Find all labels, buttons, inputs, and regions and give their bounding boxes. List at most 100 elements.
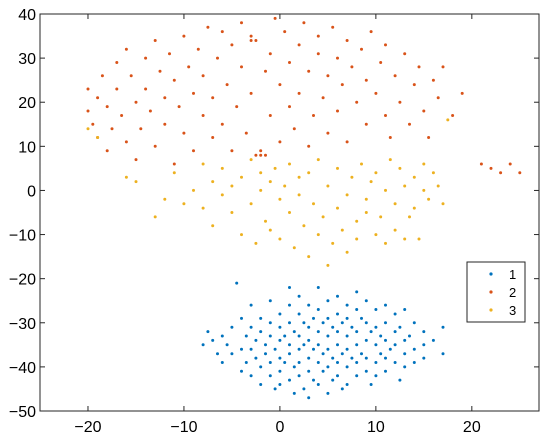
series-1-point xyxy=(388,347,392,351)
series-3-point xyxy=(360,162,363,166)
series-1-point xyxy=(384,321,387,325)
series-1-point xyxy=(268,361,272,364)
series-2 xyxy=(86,16,522,175)
legend-marker-1 xyxy=(489,272,493,276)
series-1-point xyxy=(230,325,234,329)
series-1-point xyxy=(316,330,320,334)
legend-marker-3 xyxy=(489,308,493,312)
series-2-point xyxy=(384,114,387,117)
series-2-point xyxy=(115,87,119,91)
y-tick-label: −40 xyxy=(9,360,36,377)
axes-box xyxy=(39,13,540,412)
series-group xyxy=(86,16,522,400)
series-1-point xyxy=(355,343,359,347)
series-1-point xyxy=(355,374,359,378)
series-2-point xyxy=(134,158,138,162)
series-1-point xyxy=(206,330,210,334)
series-3-point xyxy=(446,118,450,122)
series-3-point xyxy=(374,171,378,175)
y-tick-label: 40 xyxy=(18,7,36,24)
series-1-point xyxy=(278,338,282,342)
series-3-point xyxy=(292,246,296,250)
series-1-point xyxy=(254,338,258,342)
series-2-point xyxy=(321,96,325,100)
series-1-point xyxy=(283,334,287,338)
series-1-point xyxy=(379,334,383,338)
series-3-point xyxy=(412,175,416,179)
y-tick-label: −30 xyxy=(9,316,36,333)
series-3-point xyxy=(355,219,359,223)
series-1-point xyxy=(364,338,368,342)
series-1-point xyxy=(355,330,359,334)
series-1-point xyxy=(220,361,224,364)
series-1-point xyxy=(326,347,330,351)
series-2-point xyxy=(278,140,282,144)
series-1-point xyxy=(288,286,291,289)
series-2-point xyxy=(364,122,368,126)
series-3-point xyxy=(96,136,100,139)
series-2-point xyxy=(489,166,493,170)
series-1-point xyxy=(302,321,306,325)
series-1-point xyxy=(336,330,339,334)
series-1-point xyxy=(249,303,253,307)
series-2-point xyxy=(297,91,301,95)
series-2-point xyxy=(268,114,272,117)
series-1-point xyxy=(336,374,339,378)
series-1-point xyxy=(307,325,311,329)
series-1-point xyxy=(336,361,339,364)
series-1-point xyxy=(331,356,335,360)
series-1-point xyxy=(364,369,368,373)
series-3-point xyxy=(124,175,128,179)
series-1-point xyxy=(297,361,301,364)
series-1-point xyxy=(355,290,359,294)
series-1-point xyxy=(211,338,215,342)
series-3 xyxy=(86,118,450,267)
series-2-point xyxy=(105,149,109,153)
series-3-point xyxy=(422,162,426,166)
series-3-point xyxy=(307,171,311,175)
series-2-point xyxy=(268,52,272,56)
series-3-point xyxy=(417,237,421,241)
series-3-point xyxy=(331,241,335,245)
series-2-point xyxy=(292,127,296,131)
series-2-point xyxy=(249,39,253,42)
series-1-point xyxy=(249,347,253,351)
series-1 xyxy=(201,281,445,400)
series-2-point xyxy=(254,39,258,42)
series-3-point xyxy=(220,193,224,197)
series-2-point xyxy=(441,65,445,69)
series-2-point xyxy=(388,136,392,139)
series-2-point xyxy=(86,87,90,91)
series-2-point xyxy=(177,105,181,109)
series-1-point xyxy=(340,352,344,356)
series-1-point xyxy=(412,321,416,325)
series-3-point xyxy=(422,188,426,192)
series-1-point xyxy=(350,356,354,360)
series-2-point xyxy=(326,74,330,78)
series-1-point xyxy=(249,374,253,378)
series-1-point xyxy=(230,352,234,356)
series-3-point xyxy=(153,215,157,219)
series-3-point xyxy=(403,237,407,241)
series-3-point xyxy=(240,233,243,237)
series-2-point xyxy=(288,61,291,64)
series-3-point xyxy=(163,197,167,201)
series-3-point xyxy=(230,211,234,214)
series-1-point xyxy=(345,347,349,351)
series-2-point xyxy=(240,65,243,69)
series-3-point xyxy=(192,188,195,192)
series-2-point xyxy=(192,149,195,153)
series-3-point xyxy=(336,166,339,170)
series-1-point xyxy=(292,391,296,395)
series-2-point xyxy=(336,56,339,60)
series-1-point xyxy=(403,338,407,342)
series-1-point xyxy=(240,347,243,351)
series-1-point xyxy=(331,325,335,329)
series-1-point xyxy=(288,303,291,307)
series-1-point xyxy=(398,378,402,382)
series-1-point xyxy=(364,299,368,303)
y-tick-label: 20 xyxy=(18,95,36,112)
series-2-point xyxy=(172,162,176,166)
